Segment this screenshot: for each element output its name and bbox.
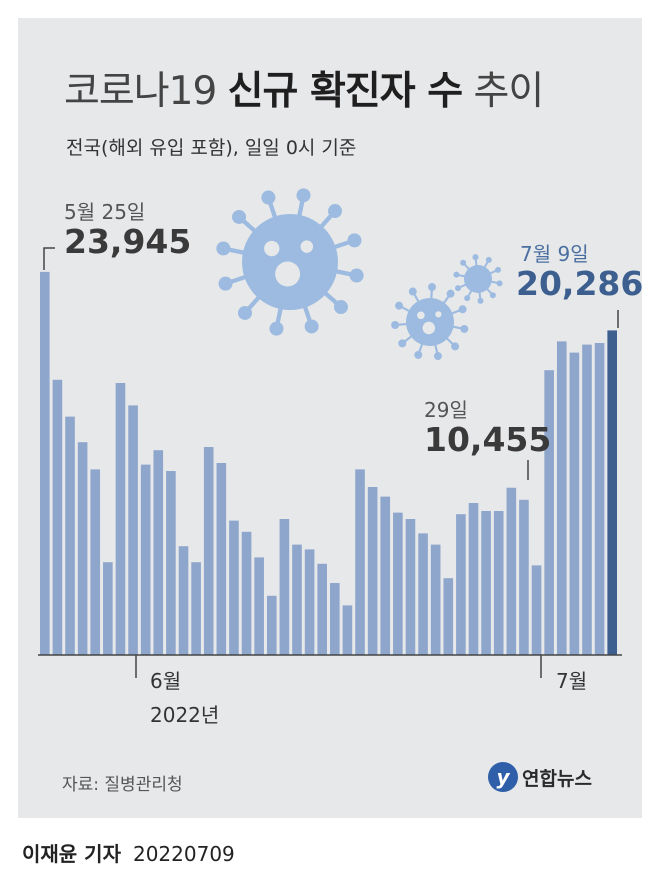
bar-5-29 <box>90 469 101 655</box>
bar-5-30 <box>103 562 113 655</box>
bar-6-22 <box>393 512 403 655</box>
bar-6-8 <box>216 463 227 655</box>
bar-6-15 <box>304 549 315 655</box>
reporter-name: 이재윤 기자 <box>22 842 121 866</box>
title-regular-start: 코로나19 <box>64 69 228 114</box>
chart-subtitle: 전국(해외 유입 포함), 일일 0시 기준 <box>66 137 357 159</box>
bar-6-6 <box>191 562 201 655</box>
bar-5-26 <box>52 379 63 655</box>
bar-7-9 <box>607 330 617 655</box>
bar-6-27 <box>456 514 466 655</box>
annotation-jul9-value: 20,286 <box>516 264 644 303</box>
bar-6-17 <box>330 583 340 655</box>
bar-6-23 <box>405 519 416 655</box>
year-label: 2022년 <box>150 703 219 727</box>
logo-name: 연합뉴스 <box>522 768 592 790</box>
bar-7-5 <box>556 341 567 655</box>
bar-5-31 <box>115 383 126 655</box>
bar-6-29 <box>481 511 491 655</box>
virus-icons <box>216 188 503 361</box>
bar-7-1 <box>506 487 517 655</box>
bar-6-26 <box>443 578 454 655</box>
annotation-jun29: 29일 10,455 <box>424 394 551 458</box>
bar-7-6 <box>569 352 580 655</box>
bar-6-25 <box>430 544 441 655</box>
annotation-jul9-date: 7월 9일 <box>520 242 589 266</box>
annotation-jul9: 7월 9일 20,286 <box>516 238 643 302</box>
bar-5-28 <box>77 442 88 655</box>
bar-6-3 <box>153 450 164 655</box>
source-note: 자료: 질병관리청 <box>62 775 183 795</box>
bar-6-18 <box>342 605 353 655</box>
title-regular-end: 추이 <box>462 69 545 114</box>
bar-5-25 <box>40 271 50 655</box>
annotation-jun29-value: 10,455 <box>424 420 552 459</box>
bar-7-4 <box>544 370 554 655</box>
bar-6-24 <box>418 533 428 655</box>
annotation-may25: 5월 25일 23,945 <box>64 196 191 260</box>
bar-6-5 <box>178 546 189 655</box>
bar-6-13 <box>279 519 290 655</box>
byline: 이재윤 기자 20220709 <box>22 838 235 867</box>
title-bold: 신규 확진자 수 <box>227 69 463 114</box>
bar-6-7 <box>203 447 214 655</box>
virus-small-icon <box>453 254 503 304</box>
bar-6-1 <box>128 405 138 655</box>
bar-7-7 <box>582 344 592 655</box>
annotation-may25-value: 23,945 <box>64 222 192 261</box>
bar-6-30 <box>493 511 504 655</box>
annotation-may25-date: 5월 25일 <box>64 200 146 224</box>
bar-7-8 <box>594 343 605 655</box>
annotation-jun29-date: 29일 <box>424 398 468 422</box>
bar-6-20 <box>367 487 378 655</box>
bar-5-27 <box>65 416 75 655</box>
logo-mark: y <box>488 762 518 792</box>
publish-date: 20220709 <box>132 842 235 866</box>
june-label: 6월 <box>150 669 181 693</box>
bar-7-3 <box>531 565 542 655</box>
bar-6-11 <box>254 557 264 655</box>
virus-large-icon <box>216 188 364 336</box>
july-label: 7월 <box>556 669 587 693</box>
bar-6-16 <box>317 563 327 655</box>
bar-6-19 <box>355 469 365 655</box>
bar-6-10 <box>241 531 252 655</box>
yonhap-logo: y 연합뉴스 <box>488 760 624 796</box>
chart-title: 코로나19 신규 확진자 수 추이 <box>64 60 545 116</box>
bar-6-21 <box>380 496 391 655</box>
leader-may25 <box>43 247 55 270</box>
bar-6-28 <box>468 503 479 655</box>
bar-6-12 <box>266 595 277 655</box>
bar-6-4 <box>166 471 176 655</box>
bar-7-2 <box>519 499 529 655</box>
bar-6-2 <box>140 464 151 655</box>
virus-medium-icon <box>391 283 469 361</box>
bar-6-14 <box>292 544 302 655</box>
bar-6-9 <box>229 520 239 655</box>
bar-series <box>40 271 617 655</box>
